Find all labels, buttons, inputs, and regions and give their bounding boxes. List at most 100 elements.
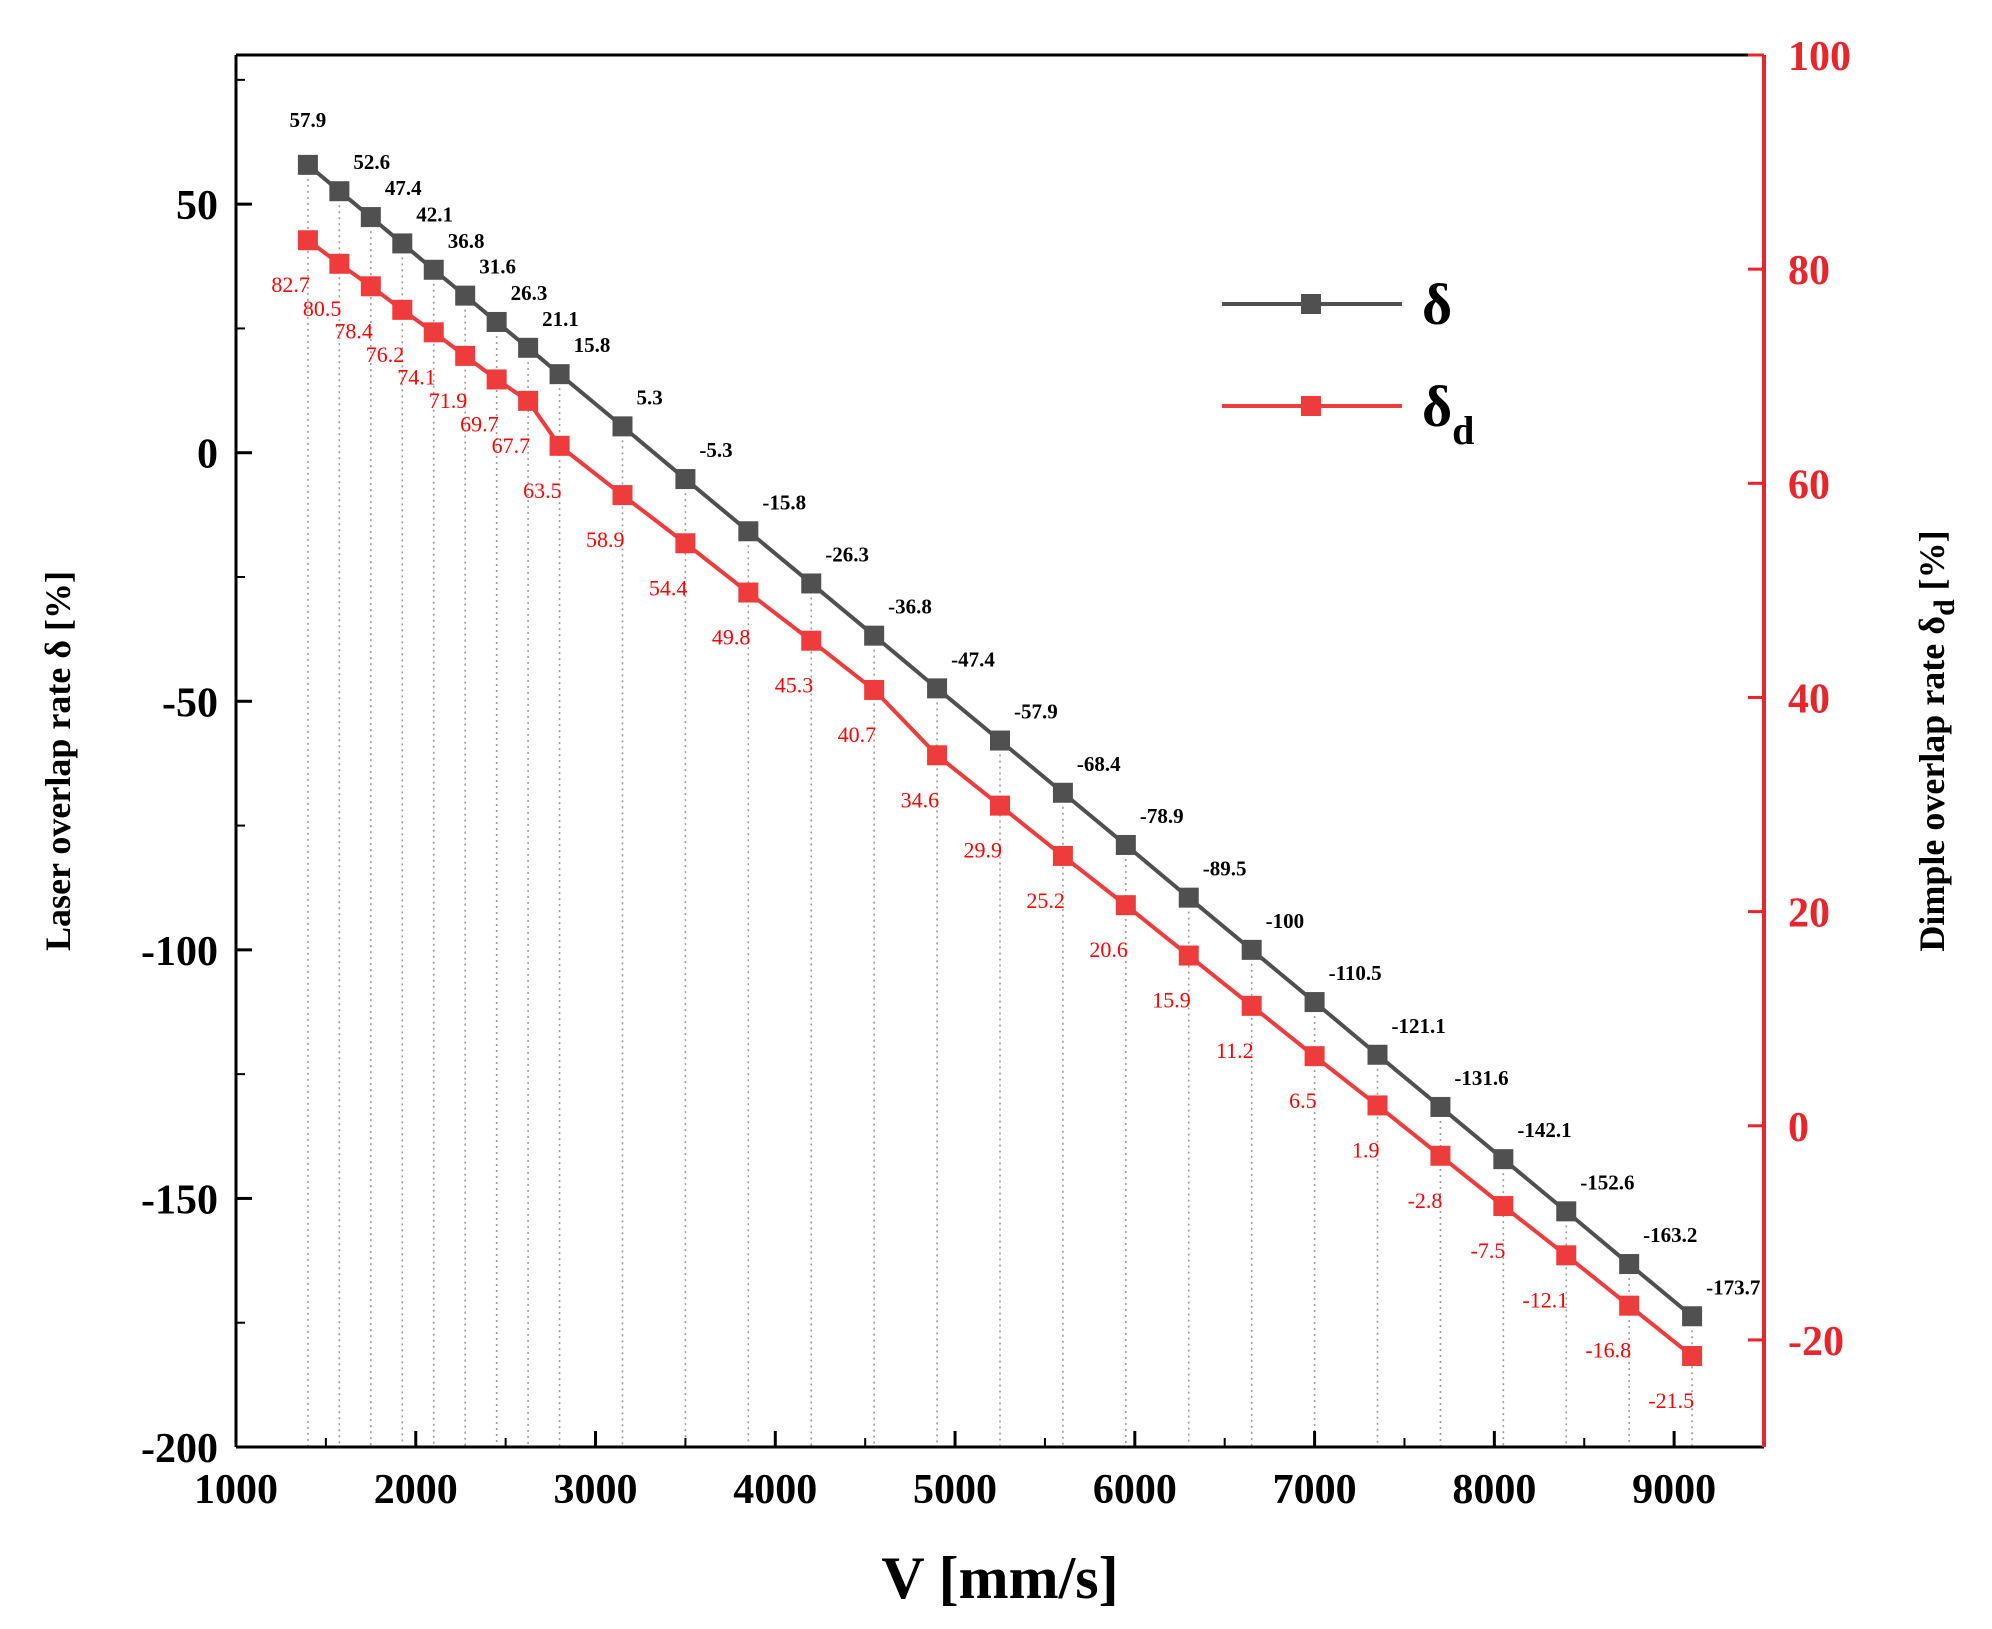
delta-d-data-label: 54.4 — [649, 575, 688, 600]
delta-d-data-label: 71.9 — [429, 388, 468, 413]
y-tick-label: -200 — [141, 1426, 218, 1472]
delta-marker — [486, 311, 507, 332]
delta-data-label: 42.1 — [416, 202, 453, 226]
delta-data-label: -89.5 — [1203, 857, 1247, 881]
x-tick-label: 4000 — [733, 1467, 817, 1513]
legend-label: δd — [1422, 374, 1474, 453]
delta-d-marker — [1115, 895, 1136, 916]
delta-marker — [1304, 992, 1325, 1013]
delta-marker — [297, 154, 318, 175]
delta-data-label: 57.9 — [290, 108, 327, 132]
x-tick-label: 1000 — [194, 1467, 278, 1513]
delta-d-marker — [801, 630, 822, 651]
delta-d-data-label: -7.5 — [1471, 1238, 1506, 1263]
delta-d-data-label: -21.5 — [1648, 1388, 1694, 1413]
delta-d-marker — [1241, 995, 1262, 1016]
delta-marker — [1430, 1096, 1451, 1117]
delta-data-label: -26.3 — [825, 542, 869, 566]
delta-data-label: -15.8 — [762, 490, 806, 514]
delta-d-marker — [927, 745, 948, 766]
delta-data-label: -100 — [1266, 909, 1305, 933]
delta-d-data-label: 80.5 — [303, 296, 342, 321]
y2-tick-label: 40 — [1788, 676, 1830, 722]
delta-d-marker — [1493, 1196, 1514, 1217]
y2-axis-title: Dimple overlap rate δd [%] — [1912, 530, 1961, 951]
delta-d-marker — [990, 795, 1010, 816]
delta-data-label: 5.3 — [636, 385, 662, 409]
delta-d-marker — [1556, 1245, 1577, 1266]
delta-d-data-label: 11.2 — [1216, 1038, 1254, 1063]
delta-d-data-label: 58.9 — [586, 527, 625, 552]
delta-marker — [1241, 939, 1262, 960]
delta-marker — [518, 337, 539, 358]
delta-marker — [1367, 1044, 1388, 1065]
y-axis-title: Laser overlap rate δ [%] — [38, 571, 78, 951]
delta-marker — [1682, 1306, 1703, 1327]
delta-marker — [675, 469, 696, 490]
delta-d-marker — [675, 533, 696, 554]
delta-d-data-label: 63.5 — [523, 478, 562, 503]
y2-tick-label: 20 — [1788, 891, 1830, 937]
delta-data-label: -68.4 — [1077, 752, 1121, 776]
legend-marker — [1301, 294, 1321, 314]
legend: δ δd — [1222, 272, 1474, 453]
delta-d-data-label: 49.8 — [712, 625, 751, 650]
delta-marker — [329, 181, 350, 202]
delta-d-marker — [1367, 1095, 1388, 1116]
delta-d-data-label: 6.5 — [1289, 1088, 1317, 1113]
delta-marker — [1115, 834, 1136, 855]
delta-data-label: 52.6 — [353, 150, 390, 174]
delta-d-marker — [612, 485, 633, 506]
delta-d-data-label: 82.7 — [271, 272, 310, 297]
y2-tick-label: 100 — [1788, 34, 1851, 80]
delta-d-data-label: 69.7 — [460, 411, 499, 436]
delta-marker — [392, 233, 413, 254]
x-tick-label: 3000 — [554, 1467, 638, 1513]
delta-d-marker — [1304, 1046, 1325, 1067]
delta-d-marker — [1619, 1295, 1640, 1316]
y-tick-label: 50 — [176, 183, 218, 229]
delta-marker — [549, 364, 570, 385]
delta-data-label: -142.1 — [1517, 1118, 1571, 1142]
delta-d-data-label: 29.9 — [964, 838, 1003, 863]
delta-marker — [1178, 887, 1199, 908]
delta-d-marker — [360, 276, 381, 297]
y-tick-label: -50 — [162, 680, 218, 726]
guide-lines — [307, 178, 1693, 1447]
delta-d-data-label: -12.1 — [1522, 1287, 1568, 1312]
delta-d-data-label: 78.4 — [334, 318, 373, 343]
x-tick-label: 6000 — [1093, 1467, 1177, 1513]
delta-data-label: -163.2 — [1643, 1223, 1697, 1247]
delta-d-marker — [1052, 845, 1073, 866]
delta-d-marker — [423, 322, 444, 343]
delta-d-marker — [392, 299, 413, 320]
y-tick-label: -100 — [141, 929, 218, 975]
delta-d-data-label: 76.2 — [366, 342, 405, 367]
y2-tick-label: 0 — [1788, 1105, 1809, 1151]
delta-d-marker — [1178, 945, 1199, 966]
delta-data-label: -36.8 — [888, 595, 932, 619]
delta-marker — [738, 521, 759, 542]
delta-d-marker — [549, 435, 570, 456]
delta-marker — [1493, 1149, 1514, 1170]
delta-d-marker — [455, 345, 476, 366]
y2-tick-label: 60 — [1788, 462, 1830, 508]
y2-tick-label: -20 — [1788, 1319, 1844, 1365]
x-tick-label: 7000 — [1273, 1467, 1357, 1513]
delta-d-marker — [329, 253, 350, 274]
delta-data-label: -173.7 — [1706, 1275, 1760, 1299]
delta-d-marker — [518, 390, 539, 411]
delta-d-marker — [864, 679, 885, 700]
delta-d-data-label: 20.6 — [1089, 937, 1128, 962]
delta-marker — [927, 678, 948, 699]
delta-d-data-label: 1.9 — [1352, 1137, 1380, 1162]
delta-data-label: -78.9 — [1140, 804, 1184, 828]
delta-data-label: -110.5 — [1329, 961, 1382, 985]
delta-marker — [1052, 782, 1073, 803]
delta-d-data-label: 74.1 — [397, 364, 436, 389]
y-tick-label: -150 — [141, 1177, 218, 1223]
x-tick-label: 9000 — [1632, 1467, 1716, 1513]
x-tick-label: 2000 — [374, 1467, 458, 1513]
delta-data-label: -47.4 — [951, 647, 995, 671]
